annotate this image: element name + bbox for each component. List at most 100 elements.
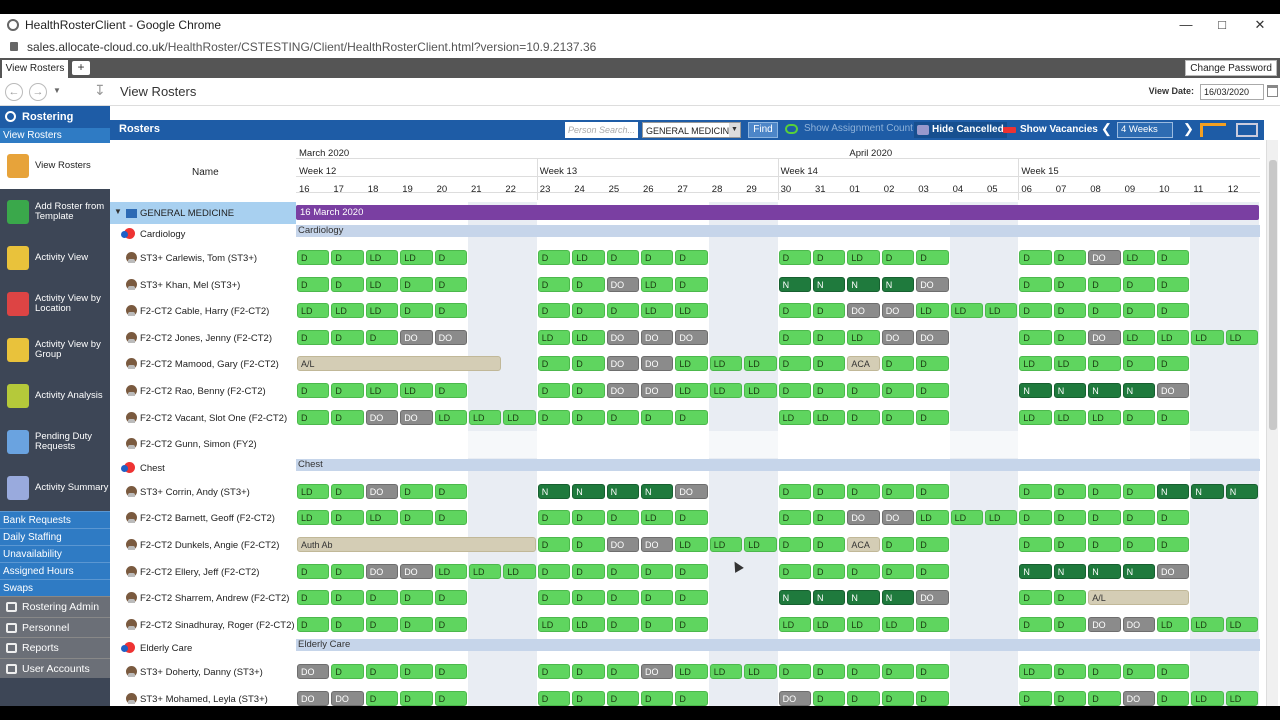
sidebar-header[interactable]: Rostering bbox=[0, 106, 110, 128]
shift-cell[interactable]: DO bbox=[400, 409, 433, 425]
shift-cell[interactable]: D bbox=[434, 483, 467, 499]
shift-cell[interactable]: D bbox=[572, 409, 605, 425]
shift-cell[interactable]: D bbox=[778, 329, 811, 345]
maximize-icon[interactable]: □ bbox=[1218, 17, 1226, 32]
shift-cell[interactable]: D bbox=[1088, 483, 1121, 499]
shift-cell[interactable]: D bbox=[606, 303, 639, 319]
staff-row[interactable]: F2-CT2 Jones, Jenny (F2-CT2) D D D DO DO LD LD D… bbox=[110, 325, 1260, 352]
shift-cell[interactable]: LD bbox=[537, 329, 571, 345]
shift-cell[interactable]: DO bbox=[434, 329, 467, 345]
shift-cell[interactable]: D bbox=[1157, 250, 1190, 265]
shift-cell[interactable]: D bbox=[778, 483, 811, 499]
shift-cell[interactable]: LD bbox=[1225, 691, 1259, 706]
shift-cell[interactable]: D bbox=[813, 537, 846, 552]
shift-cell[interactable]: D bbox=[1157, 276, 1190, 292]
shift-cell[interactable]: D bbox=[1088, 664, 1121, 680]
shift-cell[interactable]: N bbox=[606, 483, 639, 499]
shift-cell[interactable]: D bbox=[1122, 537, 1155, 552]
shift-cell[interactable]: DO bbox=[297, 664, 330, 680]
shift-cell[interactable]: DO bbox=[365, 409, 399, 425]
shift-cell[interactable]: LD bbox=[1157, 329, 1190, 345]
shift-cell[interactable]: D bbox=[916, 563, 949, 579]
sidebar-item-activity-view[interactable]: Activity View bbox=[0, 235, 110, 281]
shift-cell[interactable]: D bbox=[1157, 537, 1190, 552]
sidebar-admin-rostering-admin[interactable]: Rostering Admin bbox=[0, 596, 110, 617]
shift-cell[interactable]: D bbox=[675, 616, 708, 632]
shift-cell[interactable]: D bbox=[1157, 409, 1190, 425]
shift-cell[interactable]: D bbox=[847, 664, 880, 680]
shift-cell[interactable]: LD bbox=[675, 664, 708, 680]
shift-cell[interactable]: N bbox=[1225, 483, 1259, 499]
staff-row[interactable]: F2-CT2 Mamood, Gary (F2-CT2) A/L D D DO DO LD L… bbox=[110, 351, 1260, 378]
shift-cell[interactable]: N bbox=[1053, 383, 1087, 398]
shift-cell[interactable]: LD bbox=[365, 276, 399, 292]
shift-cell[interactable]: N bbox=[847, 276, 880, 292]
shift-cell[interactable]: LD bbox=[709, 664, 743, 680]
shift-cell[interactable]: DO bbox=[606, 329, 639, 345]
sidebar-link-daily-staffing[interactable]: Daily Staffing bbox=[0, 528, 110, 545]
shift-cell[interactable]: DO bbox=[400, 563, 433, 579]
shift-cell[interactable]: D bbox=[297, 563, 330, 579]
shift-cell[interactable]: LD bbox=[469, 409, 502, 425]
shift-cell[interactable]: LD bbox=[813, 616, 846, 632]
shift-cell[interactable]: LD bbox=[1225, 616, 1259, 632]
shift-cell[interactable]: DO bbox=[365, 563, 399, 579]
shift-cell[interactable]: D bbox=[606, 616, 639, 632]
shift-cell[interactable]: LD bbox=[1157, 616, 1190, 632]
shift-cell[interactable]: N bbox=[537, 483, 571, 499]
previous-period-icon[interactable]: ❮ bbox=[1101, 121, 1112, 136]
shift-cell[interactable]: D bbox=[297, 590, 330, 606]
shift-cell[interactable]: DO bbox=[400, 329, 433, 345]
shift-cell[interactable]: D bbox=[331, 329, 364, 345]
leave-block[interactable]: Auth Ab bbox=[297, 537, 536, 552]
sidebar-item-view-rosters[interactable]: View Rosters bbox=[0, 143, 110, 189]
shift-cell[interactable]: D bbox=[641, 691, 674, 706]
shift-cell[interactable]: D bbox=[847, 483, 880, 499]
shift-cell[interactable]: D bbox=[1053, 329, 1087, 345]
shift-cell[interactable]: DO bbox=[881, 329, 915, 345]
shift-cell[interactable]: LD bbox=[1122, 250, 1155, 265]
shift-cell[interactable]: DO bbox=[641, 537, 674, 552]
shift-cell[interactable]: D bbox=[537, 537, 571, 552]
shift-cell[interactable]: LD bbox=[985, 303, 1018, 319]
shift-cell[interactable]: LD bbox=[365, 250, 399, 265]
shift-cell[interactable]: D bbox=[1019, 250, 1052, 265]
shift-cell[interactable]: LD bbox=[916, 303, 949, 319]
shift-cell[interactable]: D bbox=[916, 691, 949, 706]
add-tab-button[interactable]: + bbox=[72, 61, 90, 75]
shift-cell[interactable]: D bbox=[400, 590, 433, 606]
shift-cell[interactable]: D bbox=[1122, 303, 1155, 319]
shift-cell[interactable]: D bbox=[1157, 691, 1190, 706]
back-icon[interactable]: ← bbox=[5, 83, 23, 101]
shift-cell[interactable]: D bbox=[434, 303, 467, 319]
shift-cell[interactable]: LD bbox=[400, 250, 433, 265]
specialty-row[interactable]: Chest Chest bbox=[110, 458, 1260, 479]
shift-cell[interactable]: D bbox=[1019, 691, 1052, 706]
shift-cell[interactable]: D bbox=[434, 383, 467, 398]
minimize-icon[interactable]: — bbox=[1179, 17, 1193, 32]
shift-cell[interactable]: D bbox=[537, 510, 571, 526]
sidebar-item-activity-analysis[interactable]: Activity Analysis bbox=[0, 373, 110, 419]
shift-cell[interactable]: LD bbox=[365, 510, 399, 526]
shift-cell[interactable]: D bbox=[1122, 510, 1155, 526]
staff-row[interactable]: ST3+ Khan, Mel (ST3+) D D LD D D D D DO LD D N N N N DO… bbox=[110, 272, 1260, 299]
shift-cell[interactable]: LD bbox=[744, 664, 777, 680]
shift-cell[interactable]: LD bbox=[778, 616, 811, 632]
shift-cell[interactable]: D bbox=[813, 664, 846, 680]
shift-cell[interactable]: D bbox=[813, 563, 846, 579]
shift-cell[interactable]: LD bbox=[434, 563, 467, 579]
shift-cell[interactable]: LD bbox=[572, 616, 605, 632]
shift-cell[interactable]: N bbox=[641, 483, 674, 499]
sidebar-item-activity-summary[interactable]: Activity Summary bbox=[0, 465, 110, 511]
weeks-select[interactable]: 4 Weeks bbox=[1117, 122, 1173, 138]
shift-cell[interactable]: DO bbox=[297, 691, 330, 706]
shift-cell[interactable]: D bbox=[297, 616, 330, 632]
close-icon[interactable]: ✕ bbox=[1254, 17, 1266, 32]
shift-cell[interactable]: N bbox=[1191, 483, 1224, 499]
shift-cell[interactable]: D bbox=[331, 616, 364, 632]
shift-cell[interactable]: LD bbox=[950, 510, 983, 526]
shift-cell[interactable]: N bbox=[1019, 563, 1052, 579]
staff-row[interactable]: F2-CT2 Sharrem, Andrew (F2-CT2) A/L D D D D D D… bbox=[110, 585, 1260, 612]
shift-cell[interactable]: LD bbox=[675, 383, 708, 398]
shift-cell[interactable]: N bbox=[778, 276, 811, 292]
